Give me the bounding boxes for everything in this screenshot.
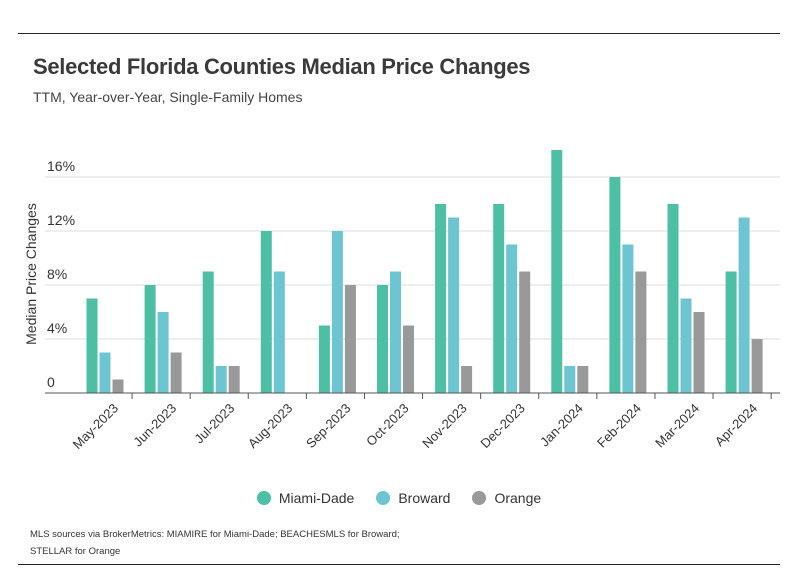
bar-orange-jul-2023: [228, 366, 240, 393]
legend-swatch-broward: [376, 491, 391, 505]
x-tick-label: Jul-2023: [191, 401, 237, 447]
x-tick-label: Oct-2023: [363, 401, 411, 449]
bar-orange-mar-2024: [693, 312, 705, 393]
bar-broward-may-2023: [99, 352, 111, 393]
bar-chart: 0 4% 8% 12% 16% Median Price Changes May-202…: [23, 150, 780, 452]
bar-miami-dade-aug-2023: [260, 231, 272, 393]
bar-miami-dade-oct-2023: [377, 285, 388, 393]
bar-miami-dade-apr-2024: [725, 271, 737, 393]
bar-broward-aug-2023: [273, 271, 285, 393]
bar-orange-may-2023: [112, 379, 124, 393]
x-tick-label: Apr-2024: [712, 401, 760, 449]
top-rule: [18, 33, 780, 34]
bar-orange-nov-2023: [461, 366, 473, 393]
x-tick-label: May-2023: [70, 401, 121, 452]
bar-broward-nov-2023: [448, 217, 460, 393]
bar-broward-oct-2023: [390, 271, 401, 393]
y-axis-ticks: 0 4% 8% 12% 16%: [47, 158, 75, 390]
legend-label-miami-dade: Miami-Dade: [278, 490, 355, 506]
legend: Miami-Dade Broward Orange: [0, 490, 798, 506]
legend-swatch-miami-dade: [256, 491, 271, 505]
bar-orange-oct-2023: [403, 325, 414, 393]
chart-title: Selected Florida Counties Median Price C…: [33, 54, 531, 79]
bar-miami-dade-jan-2024: [551, 150, 563, 393]
bar-orange-feb-2024: [635, 271, 647, 393]
bar-orange-dec-2023: [519, 271, 531, 393]
bar-broward-mar-2024: [680, 298, 692, 393]
bar-broward-jan-2024: [564, 366, 576, 393]
legend-item-broward: Broward: [376, 490, 450, 506]
source-note-line-1: MLS sources via BrokerMetrics: MIAMIRE f…: [30, 529, 400, 540]
legend-item-miami-dade: Miami-Dade: [256, 490, 355, 506]
bar-broward-feb-2024: [622, 244, 634, 393]
x-tick-label: Nov-2023: [419, 401, 469, 451]
bar-miami-dade-nov-2023: [435, 204, 447, 393]
x-axis-ticks: May-2023 Jun-2023 Jul-2023 Aug-2023 Sep-2023…: [70, 393, 772, 452]
bar-broward-dec-2023: [506, 244, 518, 393]
bar-orange-jun-2023: [170, 352, 182, 393]
bar-broward-apr-2024: [738, 217, 750, 393]
bar-orange-apr-2024: [751, 339, 763, 393]
bar-miami-dade-jul-2023: [202, 271, 214, 393]
bottom-rule: [18, 564, 780, 565]
y-tick-label: 16%: [47, 158, 75, 174]
legend-label-orange: Orange: [494, 490, 542, 506]
x-tick-label: Jan-2024: [537, 401, 586, 450]
y-tick-label: 4%: [47, 320, 67, 336]
bar-miami-dade-sep-2023: [318, 325, 330, 393]
bar-broward-jul-2023: [215, 366, 227, 393]
x-tick-label: Sep-2023: [303, 401, 353, 451]
y-tick-label: 8%: [47, 266, 67, 282]
legend-item-orange: Orange: [472, 490, 541, 506]
legend-swatch-orange: [472, 491, 487, 505]
bar-miami-dade-jun-2023: [144, 285, 156, 393]
bar-miami-dade-mar-2024: [667, 204, 679, 393]
y-axis-label: Median Price Changes: [23, 203, 39, 345]
bar-miami-dade-may-2023: [86, 298, 98, 393]
bar-broward-jun-2023: [157, 312, 169, 393]
source-note-line-2: STELLAR for Orange: [30, 546, 121, 557]
x-tick-label: Feb-2024: [594, 401, 644, 451]
bar-miami-dade-dec-2023: [493, 204, 505, 393]
x-tick-label: Mar-2024: [652, 401, 702, 451]
bar-broward-sep-2023: [331, 231, 343, 393]
x-tick-label: Dec-2023: [477, 401, 527, 451]
bar-orange-jan-2024: [577, 366, 589, 393]
y-tick-label: 0: [47, 374, 55, 390]
y-tick-label: 12%: [47, 212, 75, 228]
bars: [86, 150, 763, 393]
bar-orange-sep-2023: [344, 285, 356, 393]
legend-label-broward: Broward: [398, 490, 451, 506]
chart-subtitle: TTM, Year-over-Year, Single-Family Homes: [33, 89, 303, 105]
bar-miami-dade-feb-2024: [609, 177, 621, 393]
x-tick-label: Aug-2023: [245, 401, 295, 451]
x-tick-label: Jun-2023: [130, 401, 179, 450]
